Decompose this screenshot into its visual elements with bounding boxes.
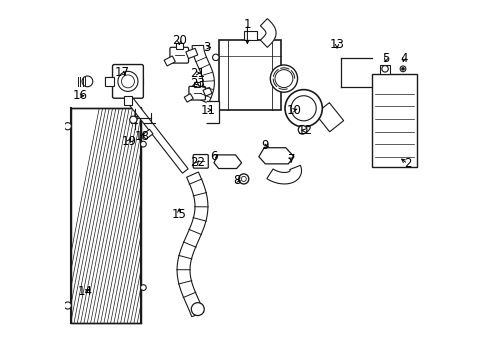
Text: 2: 2 [403,157,410,170]
Text: 3: 3 [203,41,210,54]
Text: 6: 6 [210,150,217,163]
Bar [218,40,281,110]
Polygon shape [192,45,214,103]
Circle shape [121,75,134,88]
Circle shape [118,71,138,91]
Text: 19: 19 [122,135,136,148]
Text: 18: 18 [135,130,149,143]
Polygon shape [205,101,218,123]
FancyBboxPatch shape [188,86,205,100]
Polygon shape [164,56,175,66]
Text: 5: 5 [382,51,389,64]
Text: 7: 7 [287,153,295,166]
Text: 17: 17 [114,66,129,79]
Polygon shape [104,77,143,85]
Polygon shape [177,172,207,317]
Polygon shape [243,31,256,40]
Text: 8: 8 [232,174,240,187]
FancyBboxPatch shape [169,47,188,63]
Polygon shape [266,165,301,184]
Polygon shape [260,19,275,48]
Circle shape [140,285,146,291]
Circle shape [129,116,137,123]
Circle shape [285,90,322,127]
Bar [70,108,140,323]
Circle shape [298,126,306,134]
Circle shape [64,302,71,309]
Circle shape [401,67,404,70]
Polygon shape [184,94,193,102]
Text: 15: 15 [171,208,186,221]
Circle shape [140,141,146,147]
FancyBboxPatch shape [112,64,143,98]
Text: 10: 10 [286,104,301,117]
Text: 22: 22 [189,156,204,169]
Circle shape [290,96,316,121]
Text: 1: 1 [243,18,251,31]
Text: 14: 14 [77,285,92,298]
Text: 12: 12 [297,124,312,137]
Circle shape [399,66,405,72]
Polygon shape [175,42,183,49]
Circle shape [270,65,297,92]
Circle shape [82,76,93,87]
Polygon shape [104,77,114,86]
Circle shape [274,69,292,87]
Text: 13: 13 [329,38,344,51]
Circle shape [238,174,248,184]
Text: 16: 16 [73,89,87,102]
Circle shape [64,123,71,130]
Polygon shape [194,82,200,87]
Polygon shape [258,148,293,164]
Circle shape [191,303,204,316]
Polygon shape [315,103,343,132]
Bar [371,74,416,167]
Polygon shape [123,96,132,105]
Text: 20: 20 [171,34,186,48]
Circle shape [241,176,246,181]
Text: 11: 11 [200,104,215,117]
Polygon shape [380,65,389,74]
Text: 21: 21 [189,67,204,80]
Circle shape [212,54,219,60]
Polygon shape [214,155,241,168]
Text: 9: 9 [261,139,268,152]
Circle shape [381,66,387,72]
Polygon shape [142,129,153,139]
Text: 23: 23 [189,77,204,90]
Polygon shape [185,48,197,59]
Polygon shape [124,94,188,173]
Text: 4: 4 [400,51,407,64]
Polygon shape [203,87,212,96]
FancyBboxPatch shape [193,154,208,168]
